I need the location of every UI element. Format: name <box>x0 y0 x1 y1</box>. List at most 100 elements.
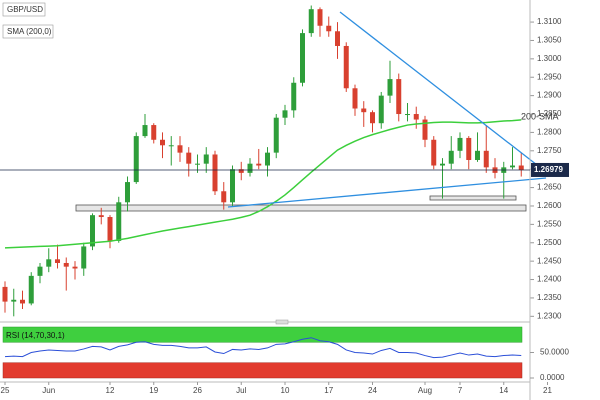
support-zone <box>75 204 527 212</box>
candle-body <box>475 150 480 160</box>
x-tick-label: 17 <box>324 386 333 395</box>
candle-body <box>46 259 52 267</box>
symbol-box[interactable] <box>2 2 46 17</box>
y-tick-label: 1.2750 <box>537 146 562 155</box>
x-tick-label: 14 <box>499 386 508 395</box>
sma-annotation: 200-SMA <box>521 111 559 121</box>
y-tick-label: 1.2600 <box>537 201 562 210</box>
candle-body <box>431 139 437 166</box>
x-tick-label: 26 <box>193 386 202 395</box>
last-price-box <box>531 162 569 177</box>
y-tick-label: 1.2950 <box>537 72 562 81</box>
candle-body <box>247 163 253 173</box>
candle-body <box>107 217 113 241</box>
candle-body <box>55 259 60 263</box>
x-tick-label: Aug <box>418 386 432 395</box>
y-tick-label: 1.2550 <box>537 219 562 228</box>
sma-line <box>4 119 522 249</box>
candle-body <box>256 163 262 166</box>
candle-body <box>212 154 218 192</box>
y-tick-label: 1.2300 <box>537 311 562 320</box>
y-tick-label: 1.2350 <box>537 293 562 302</box>
rsi-line-group <box>4 337 522 359</box>
candle-body <box>2 286 8 302</box>
candle-body <box>483 150 489 168</box>
candle-body <box>230 169 235 203</box>
x-tick-label: 21 <box>543 386 552 395</box>
candle-body <box>466 137 472 160</box>
candle-body <box>361 108 367 113</box>
candle-body <box>343 45 349 89</box>
candle-body <box>282 110 288 118</box>
y-tick-label: 1.2650 <box>537 183 562 192</box>
y-tick-label: 1.2500 <box>537 238 562 247</box>
y-tick-label: 1.2800 <box>537 128 562 137</box>
candle-body <box>90 215 95 247</box>
candle-body <box>422 119 428 140</box>
candle-body <box>81 246 87 269</box>
x-tick-label: 12 <box>106 386 115 395</box>
last-price-label: 1.26979 <box>534 165 563 174</box>
candle-body <box>457 137 463 151</box>
y-tick-label: 1.2400 <box>537 275 562 284</box>
candle-body <box>387 79 393 96</box>
candle-body <box>37 266 43 276</box>
candle-body <box>291 82 297 111</box>
overbought-band <box>2 326 523 343</box>
legend-entry: SMA (200,0) <box>7 27 52 36</box>
candle-body <box>518 165 524 170</box>
indicator-box[interactable] <box>2 24 54 39</box>
rsi-line <box>4 337 522 359</box>
candle-body <box>396 79 402 115</box>
candle-body <box>370 112 375 124</box>
resize-handle[interactable] <box>275 319 289 325</box>
candle-body <box>510 165 515 168</box>
x-tick-label: 25 <box>1 386 10 395</box>
candle-body <box>273 117 279 153</box>
candle-body <box>133 136 139 183</box>
candle-body <box>63 262 69 267</box>
rsi-tick-label: 0.0000 <box>540 373 565 382</box>
y-tick-label: 1.2850 <box>537 109 562 118</box>
oversold-band <box>2 362 523 379</box>
support-trendline <box>227 177 547 208</box>
y-tick-label: 1.3100 <box>537 17 562 26</box>
candle-body <box>326 25 332 32</box>
resistance-trendline <box>339 11 547 173</box>
rsi-name: RSI (14,70,30,1) <box>6 331 65 340</box>
candle-body <box>308 9 314 34</box>
x-tick-label: Jun <box>42 386 55 395</box>
x-tick-label: 24 <box>368 386 377 395</box>
x-tick-label: Jul <box>236 386 246 395</box>
x-tick-label: 10 <box>281 386 290 395</box>
candle-body <box>221 191 227 203</box>
candle-body <box>160 139 165 146</box>
candle-body <box>238 169 244 173</box>
candle-body <box>335 31 340 46</box>
candle-body <box>142 125 148 137</box>
candle-body <box>11 299 17 302</box>
candle-body <box>116 202 122 241</box>
support-zone <box>429 195 517 201</box>
y-tick-label: 1.2900 <box>537 91 562 100</box>
candle-body <box>352 88 358 109</box>
rsi-tick-label: 50.0000 <box>540 348 569 357</box>
candle-body <box>317 9 323 26</box>
candle-body <box>440 163 445 166</box>
symbol: GBP/USD <box>7 5 43 14</box>
candle-body <box>151 125 157 140</box>
candle-body <box>195 163 200 165</box>
candle-body <box>125 182 130 203</box>
candle-body <box>168 145 174 147</box>
x-tick-label: 19 <box>149 386 158 395</box>
candle-body <box>300 33 305 83</box>
support-zones <box>75 195 527 212</box>
y-tick-label: 1.3050 <box>537 36 562 45</box>
candle-body <box>98 215 104 218</box>
candle-body <box>186 152 192 164</box>
candle-body <box>20 299 25 304</box>
x-tick-label: 7 <box>458 386 463 395</box>
candle-body <box>448 150 454 164</box>
candle-body <box>28 275 34 304</box>
